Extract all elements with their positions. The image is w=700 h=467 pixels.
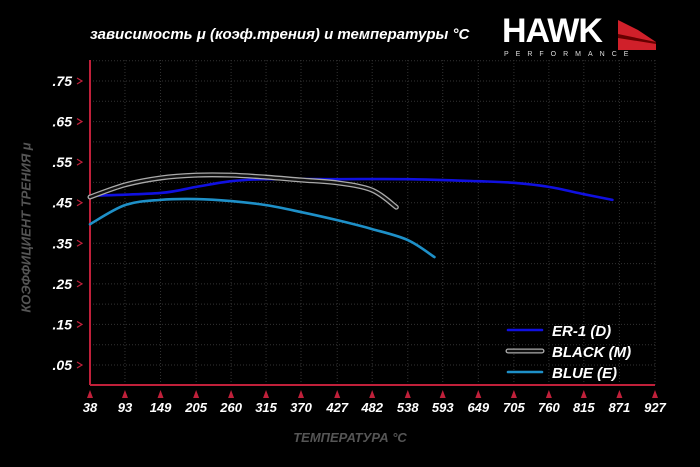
- y-tick-label: .45: [53, 195, 73, 211]
- x-tick-label: 205: [184, 400, 207, 415]
- y-tick-marker: [76, 280, 84, 288]
- x-tick-marker: [298, 390, 305, 398]
- wing-icon: [618, 20, 656, 50]
- logo-subtext: PERFORMANCE: [504, 51, 636, 58]
- x-tick-label: 760: [538, 400, 560, 415]
- legend-label: BLUE (E): [552, 365, 617, 382]
- x-tick-marker: [580, 390, 587, 398]
- x-tick-label: 93: [118, 400, 133, 415]
- x-tick-marker: [263, 390, 270, 398]
- x-tick-marker: [87, 390, 93, 398]
- y-tick-marker: [76, 158, 84, 166]
- y-tick-label: .65: [53, 114, 73, 130]
- y-axis-label: КОЭФФИЦИЕНТ ТРЕНИЯ μ: [18, 142, 34, 313]
- y-tick-label: .75: [53, 73, 73, 89]
- x-tick-marker: [616, 390, 623, 398]
- legend-label: ER-1 (D): [552, 323, 611, 340]
- ticks: .05 .15 .25 .35 .45 .55 .65 .75 38 93 149 205 260 315…: [53, 73, 667, 415]
- x-tick-label: 370: [290, 400, 312, 415]
- x-tick-label: 705: [503, 400, 525, 415]
- x-tick-label: 593: [432, 400, 454, 415]
- x-tick-label: 538: [397, 400, 419, 415]
- series-line-0: [88, 177, 614, 202]
- x-tick-marker: [545, 390, 552, 398]
- x-tick-marker: [369, 390, 376, 398]
- legend-label: BLACK (M): [552, 344, 631, 361]
- y-tick-label: .55: [53, 154, 73, 170]
- y-tick-label: .15: [53, 316, 73, 332]
- x-tick-marker: [157, 390, 164, 398]
- y-tick-marker: [76, 118, 84, 126]
- logo-text: HAWK: [502, 12, 603, 50]
- y-tick-marker: [76, 320, 84, 328]
- x-tick-marker: [439, 390, 446, 398]
- x-tick-label: 260: [219, 400, 242, 415]
- y-tick-marker: [76, 199, 84, 207]
- y-tick-marker: [76, 239, 84, 247]
- x-tick-marker: [510, 390, 517, 398]
- y-tick-label: .05: [53, 357, 73, 373]
- chart-title: зависимость μ (коэф.трения) и температур…: [90, 26, 470, 43]
- y-tick-label: .25: [53, 276, 73, 292]
- x-tick-label: 649: [467, 400, 489, 415]
- x-tick-marker: [228, 390, 235, 398]
- x-tick-label: 871: [609, 400, 631, 415]
- legend: ER-1 (D) BLACK (M) BLUE (E): [505, 323, 631, 382]
- x-tick-label: 927: [644, 400, 666, 415]
- x-tick-label: 427: [325, 400, 348, 415]
- x-tick-label: 38: [83, 400, 98, 415]
- x-tick-marker: [475, 390, 482, 398]
- x-axis-label: ТЕМПЕРАТУРА °C: [293, 430, 407, 445]
- x-tick-marker: [121, 390, 128, 398]
- x-tick-marker: [193, 390, 200, 398]
- y-tick-marker: [76, 77, 84, 85]
- x-tick-label: 149: [150, 400, 172, 415]
- grid: [89, 60, 656, 385]
- axes: [89, 60, 655, 386]
- series-lines: [87, 172, 614, 259]
- hawk-logo: HAWK PERFORMANCE: [500, 12, 660, 62]
- x-tick-label: 315: [255, 400, 277, 415]
- series-line-1: [88, 173, 398, 209]
- series-line-2: [88, 197, 436, 259]
- x-tick-marker: [334, 390, 341, 398]
- x-tick-marker: [404, 390, 411, 398]
- y-tick-label: .35: [53, 235, 73, 251]
- x-tick-marker: [652, 390, 658, 398]
- x-tick-label: 482: [360, 400, 383, 415]
- x-tick-label: 815: [573, 400, 595, 415]
- y-tick-marker: [76, 361, 84, 369]
